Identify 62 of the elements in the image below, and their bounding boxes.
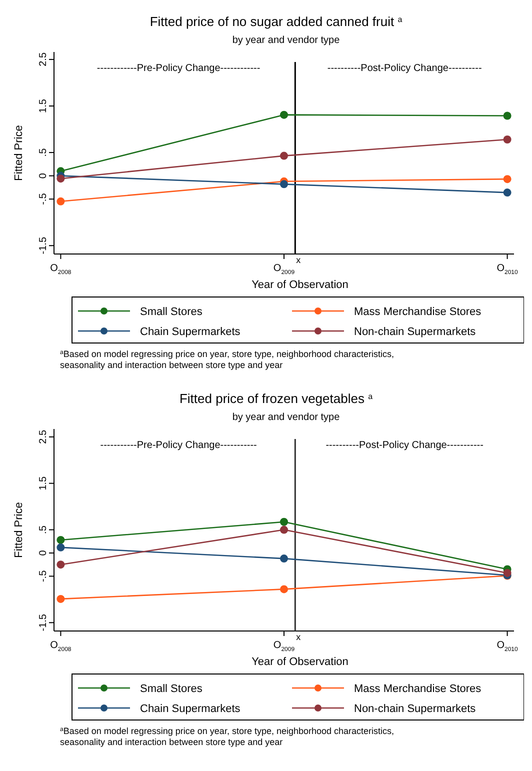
text: $^{a}$Based on model regressing price on year, store type, neighborhood characteristics,: [60, 349, 394, 359]
ref-line-label: x: [296, 255, 302, 265]
y-axis-title: Fitted Price: [13, 502, 25, 558]
y-tick-label: -.5: [38, 570, 49, 582]
y-tick-label: .5: [38, 148, 49, 157]
legend-label: Non-chain Supermarkets: [354, 703, 476, 715]
ref-line-label: x: [296, 632, 302, 642]
legend-label: Mass Merchandise Stores: [354, 683, 482, 695]
point: [56, 536, 65, 544]
x-tick-label: O$_{2010}$: [496, 640, 519, 653]
point: [503, 175, 512, 184]
legend-label: Small Stores: [140, 683, 203, 695]
point: [280, 585, 288, 594]
legend-label: Mass Merchandise Stores: [354, 306, 482, 318]
x-tick-label: O$_{2008}$: [50, 640, 72, 653]
point: [280, 518, 288, 526]
y-tick-label: 0: [38, 172, 49, 179]
point: [56, 197, 65, 206]
point: [503, 188, 512, 197]
point: [56, 594, 65, 603]
text: $^{a}$Based on model regressing price on year, store type, neighborhood characteristics,: [60, 726, 394, 736]
y-tick-label: 2.5: [38, 430, 49, 444]
y-tick-label: 2.5: [38, 52, 49, 66]
chart-title: Fitted price of frozen vegetables $^{a}$: [179, 391, 374, 406]
y-tick-label: .5: [38, 525, 49, 534]
point: [56, 174, 65, 183]
text: seasonality and interaction between store type and year: [60, 737, 283, 747]
point: [503, 112, 512, 120]
x-tick-label: O$_{2009}$: [273, 263, 296, 276]
point: [503, 136, 512, 144]
legend-label: Chain Supermarkets: [140, 326, 241, 338]
point: [56, 560, 65, 569]
point: [503, 568, 512, 577]
y-tick-label: -.5: [38, 192, 49, 205]
x-axis-title: Year of Observation: [252, 279, 348, 291]
y-tick-label: -1.5: [38, 614, 49, 632]
point: [280, 152, 288, 160]
point: [56, 543, 65, 552]
x-axis-title: Year of Observation: [252, 656, 348, 668]
point: [280, 180, 288, 188]
chart-title: Fitted price of no sugar added canned fruit $^{a}$: [150, 14, 403, 29]
x-tick-label: O$_{2008}$: [50, 263, 72, 276]
annotation: ------------Pre-Policy Change------------: [96, 63, 260, 74]
point: [280, 554, 288, 563]
chart-subtitle: by year and vendor type: [232, 412, 340, 423]
legend-label: Small Stores: [140, 306, 203, 318]
legend-label: Chain Supermarkets: [140, 703, 241, 715]
point: [280, 526, 288, 534]
x-tick-label: O$_{2009}$: [273, 640, 296, 653]
y-tick-label: 1.5: [38, 476, 49, 490]
text: seasonality and interaction between store type and year: [60, 360, 283, 370]
x-tick-label: O$_{2010}$: [496, 263, 519, 276]
y-tick-label: -1.5: [38, 236, 49, 254]
annotation: ----------Post-Policy Change-----------: [326, 440, 484, 451]
y-tick-label: 0: [38, 550, 49, 556]
annotation: ----------Post-Policy Change----------: [327, 63, 482, 74]
chart-subtitle: by year and vendor type: [232, 35, 340, 46]
y-axis-title: Fitted Price: [13, 125, 25, 181]
y-tick-label: 1.5: [38, 98, 49, 113]
annotation: -----------Pre-Policy Change-----------: [100, 440, 257, 451]
legend-label: Non-chain Supermarkets: [354, 326, 476, 338]
point: [280, 110, 288, 119]
